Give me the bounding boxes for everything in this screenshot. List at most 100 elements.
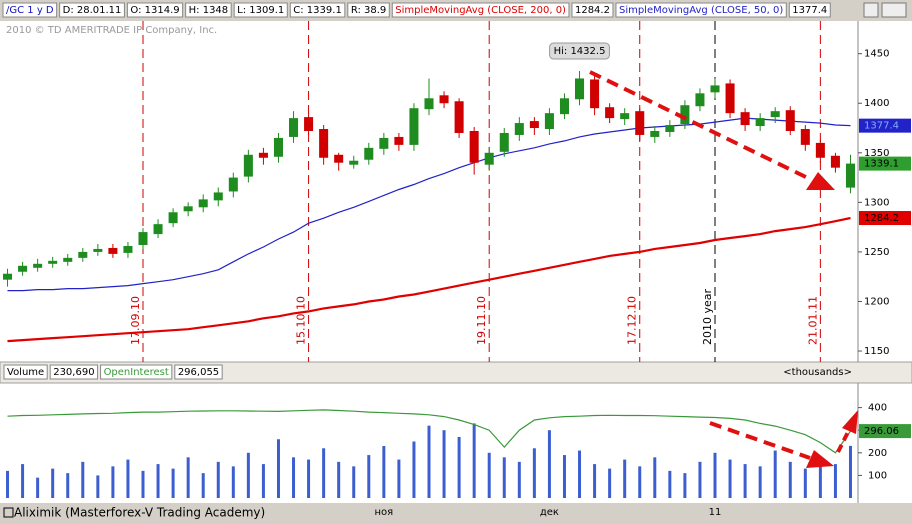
candle-body <box>228 177 238 192</box>
volume-bar <box>562 455 566 498</box>
candle-body <box>379 137 389 149</box>
candle-body <box>740 112 750 126</box>
volume-bar <box>427 425 431 498</box>
header-field: L: 1309.1 <box>237 5 284 16</box>
date-label: 19.11.10 <box>475 296 488 345</box>
candle-body <box>394 136 404 145</box>
candle-body <box>830 155 840 168</box>
candle-body <box>258 152 268 158</box>
arrow <box>709 421 811 460</box>
date-label: 2010 year <box>701 288 714 345</box>
volume-bar <box>743 464 747 498</box>
candle-body <box>454 101 464 133</box>
volume-bar <box>156 464 160 498</box>
arrowhead <box>806 172 835 190</box>
x-tick-label: ноя <box>375 507 394 518</box>
lower-header-bar <box>0 361 912 384</box>
volume-bar <box>111 466 115 498</box>
volume-bar <box>21 464 25 498</box>
y-tick-label: 1450 <box>864 49 889 60</box>
y-tick-label: 400 <box>868 403 887 414</box>
candle-body <box>93 248 103 252</box>
legend-value-box <box>49 364 99 380</box>
volume-bar <box>307 459 311 498</box>
footer-text: Aliximik (Masterforex-V Trading Academy) <box>14 506 265 520</box>
volume-bar <box>36 477 40 498</box>
header-field: O: 1314.9 <box>130 5 179 16</box>
header-field-box <box>59 2 125 18</box>
candle-body <box>63 257 73 262</box>
volume-bar <box>848 445 852 498</box>
volume-bar <box>728 459 732 498</box>
window-button[interactable] <box>863 2 879 18</box>
copyright: 2010 © TD AMERITRADE IP Company, Inc. <box>6 25 217 36</box>
price-tag-box <box>859 424 911 439</box>
window-button[interactable] <box>881 2 907 18</box>
y-tick-label: 100 <box>868 470 887 481</box>
header-symbol: /GC 1 y D <box>6 5 54 16</box>
candle-body <box>123 245 133 253</box>
volume-bar <box>96 475 100 498</box>
legend-entry: SimpleMovingAvg (CLOSE, 50, 0) <box>619 5 783 16</box>
volume-bar <box>593 464 597 498</box>
moving-average <box>7 216 851 343</box>
candle-body <box>439 95 449 104</box>
candle-body <box>138 232 148 245</box>
volume-bar <box>126 459 130 498</box>
volume-bar <box>246 452 250 498</box>
candle-body <box>514 123 524 135</box>
date-label: 15.10.10 <box>295 296 308 345</box>
arrow <box>836 427 852 453</box>
legend-entry: OpenInterest <box>104 367 169 378</box>
legend-entry: SimpleMovingAvg (CLOSE, 200, 0) <box>395 5 566 16</box>
y-tick-label: 1300 <box>864 197 889 208</box>
candle-body <box>499 132 509 152</box>
candle-body <box>605 107 615 119</box>
open-interest-line <box>7 409 851 454</box>
header-field: R: 38.9 <box>351 5 386 16</box>
legend-value: 230,690 <box>53 367 94 378</box>
candle-body <box>680 105 690 125</box>
date-label: 17.12.10 <box>626 296 639 345</box>
volume-bar <box>608 468 612 498</box>
volume-bar <box>698 461 702 498</box>
legend-value: 1284.2 <box>575 5 610 16</box>
header-field: H: 1348 <box>189 5 229 16</box>
price-tag: 1377.4 <box>864 121 899 132</box>
y-tick-label: 1200 <box>864 296 889 307</box>
candle-body <box>484 152 494 165</box>
price-tag: 1339.1 <box>864 159 899 170</box>
volume-bar <box>457 436 461 498</box>
y-tick-label: 1350 <box>864 148 889 159</box>
volume-bar <box>668 470 672 498</box>
legend-value: 1377.4 <box>792 5 827 16</box>
volume-bar <box>367 455 371 498</box>
candle-body <box>544 113 554 130</box>
volume-bar <box>502 457 506 498</box>
candle-body <box>349 160 359 165</box>
volume-bar <box>276 439 280 498</box>
candle-body <box>213 192 223 201</box>
volume-bar <box>517 461 521 498</box>
candle-body <box>364 147 374 160</box>
volume-bar <box>141 470 145 498</box>
candle-body <box>695 93 705 107</box>
candle-body <box>168 212 178 224</box>
header-field-box <box>126 2 184 18</box>
candle-body <box>153 224 163 235</box>
header-field-box <box>289 2 346 18</box>
candle-body <box>243 154 253 177</box>
candle-body <box>845 163 855 188</box>
candle-body <box>3 273 13 280</box>
candle-body <box>529 121 539 129</box>
volume-bar <box>412 441 416 498</box>
units-label: <thousands> <box>783 367 852 378</box>
price-tag: 296.06 <box>864 426 899 437</box>
candle-body <box>424 98 434 110</box>
candle-body <box>198 199 208 208</box>
volume-bar <box>773 450 777 498</box>
volume-bar <box>171 468 175 498</box>
candle-body <box>770 111 780 118</box>
candle-body <box>710 85 720 93</box>
candle-body <box>334 154 344 163</box>
